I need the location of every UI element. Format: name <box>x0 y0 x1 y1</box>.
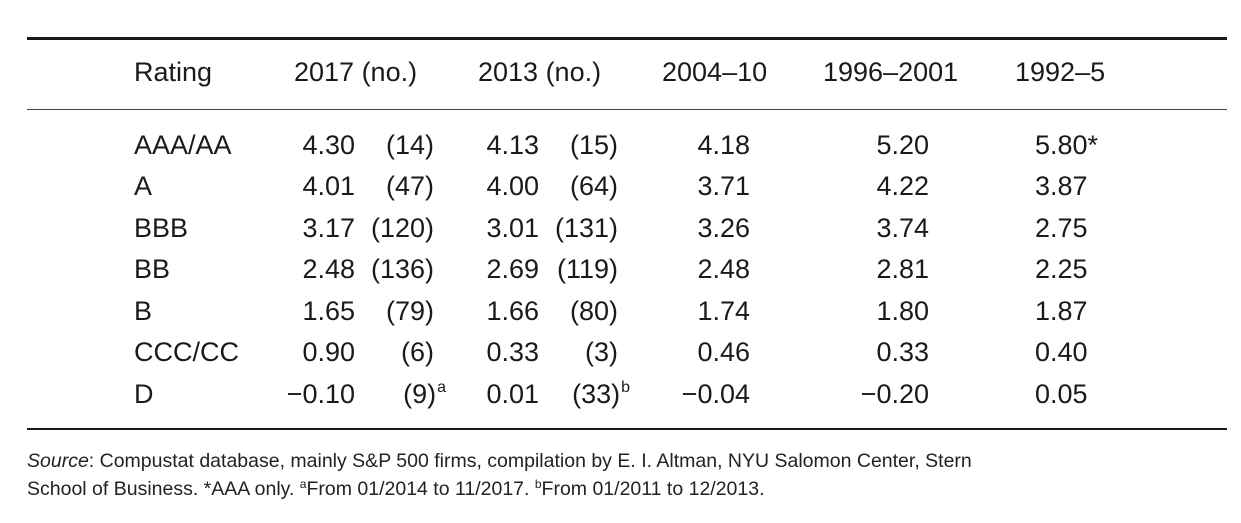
cell-text: (9) <box>403 379 437 409</box>
count-2013-cell: (80) <box>569 296 618 326</box>
source-line-2: School of Business. *AAA only. aFrom 01/… <box>27 475 1227 503</box>
header-rule <box>27 109 1227 110</box>
count-2013-cell: (15) <box>569 130 618 160</box>
table-top-rule <box>27 37 1227 40</box>
value-1996-2001-cell: −0.20 <box>860 379 929 409</box>
footnote-marker-a: a <box>299 477 307 491</box>
value-1996-2001-cell: 0.33 <box>876 337 929 367</box>
source-text-2c: From 01/2011 to 12/2013. <box>541 478 765 500</box>
value-1996-2001-cell: 1.80 <box>876 296 929 326</box>
value-2017-cell: 3.17 <box>302 213 355 243</box>
value-2013-cell: 3.01 <box>486 213 539 243</box>
header-rating: Rating <box>134 57 213 87</box>
count-2013-cell: (131) <box>554 213 618 243</box>
value-2004-10-cell: 2.48 <box>697 254 750 284</box>
count-2017-cell: (6) <box>401 337 434 367</box>
header-2004-10: 2004–10 <box>662 57 768 87</box>
header-1996-2001: 1996–2001 <box>823 57 959 87</box>
source-label: Source <box>27 450 89 472</box>
rating-cell: A <box>134 171 153 201</box>
value-1996-2001-cell: 5.20 <box>876 130 929 160</box>
header-2013: 2013 (no.) <box>478 57 602 87</box>
value-2004-10-cell: 1.74 <box>697 296 750 326</box>
footnote-marker: a <box>437 379 446 396</box>
value-1992-5-cell: 2.75 <box>1035 213 1088 243</box>
count-2017-cell: (120) <box>370 213 434 243</box>
count-2017-cell: (136) <box>370 254 434 284</box>
value-2013-cell: 0.01 <box>486 379 539 409</box>
value-2017-cell: −0.10 <box>286 379 355 409</box>
value-2004-10-cell: 3.26 <box>697 213 750 243</box>
rating-cell: B <box>134 296 153 326</box>
value-2004-10-cell: 0.46 <box>697 337 750 367</box>
value-1996-2001-cell: 3.74 <box>876 213 929 243</box>
count-2013-cell: (64) <box>569 171 618 201</box>
value-1992-5-cell: 3.87 <box>1035 171 1088 201</box>
value-2013-cell: 1.66 <box>486 296 539 326</box>
count-2013-cell: (33)b <box>430 379 630 409</box>
count-2017-cell: (47) <box>385 171 434 201</box>
value-2017-cell: 4.30 <box>302 130 355 160</box>
header-2017: 2017 (no.) <box>294 57 418 87</box>
value-1996-2001-cell: 4.22 <box>876 171 929 201</box>
value-2013-cell: 2.69 <box>486 254 539 284</box>
count-2013-cell: (3) <box>585 337 618 367</box>
value-2017-cell: 0.90 <box>302 337 355 367</box>
value-2004-10-cell: 3.71 <box>697 171 750 201</box>
value-2013-cell: 4.13 <box>486 130 539 160</box>
rating-cell: CCC/CC <box>134 337 239 367</box>
rating-cell: BB <box>134 254 171 284</box>
footnote-marker-b: b <box>534 477 542 491</box>
count-2017-cell: (79) <box>385 296 434 326</box>
header-1992-5: 1992–5 <box>1015 57 1106 87</box>
value-1992-5-cell: 0.05 <box>1035 379 1088 409</box>
value-2017-cell: 4.01 <box>302 171 355 201</box>
value-2017-cell: 2.48 <box>302 254 355 284</box>
value-2004-10-cell: −0.04 <box>681 379 750 409</box>
source-text-2b: From 01/2014 to 11/2017. <box>306 478 535 500</box>
value-1992-5-cell: 0.40 <box>1035 337 1088 367</box>
value-2013-cell: 0.33 <box>486 337 539 367</box>
count-2013-cell: (119) <box>556 254 618 284</box>
rating-cell: BBB <box>134 213 189 243</box>
table-bottom-rule <box>27 428 1227 430</box>
source-text-2a: School of Business. *AAA only. <box>27 478 300 500</box>
value-2013-cell: 4.00 <box>486 171 539 201</box>
source-line-1: Source: Compustat database, mainly S&P 5… <box>27 447 1227 475</box>
source-note: Source: Compustat database, mainly S&P 5… <box>27 447 1227 503</box>
value-1992-5-cell: 5.80* <box>1035 130 1099 160</box>
value-1992-5-cell: 1.87 <box>1035 296 1088 326</box>
value-1996-2001-cell: 2.81 <box>876 254 929 284</box>
count-2017-cell: (14) <box>385 130 434 160</box>
rating-cell: D <box>134 379 154 409</box>
cell-text: (33) <box>572 379 621 409</box>
rating-cell: AAA/AA <box>134 130 232 160</box>
value-2017-cell: 1.65 <box>302 296 355 326</box>
value-2004-10-cell: 4.18 <box>697 130 750 160</box>
value-1992-5-cell: 2.25 <box>1035 254 1088 284</box>
count-2017-cell: (9)a <box>246 379 446 409</box>
footnote-marker: b <box>621 379 630 396</box>
source-text: : Compustat database, mainly S&P 500 fir… <box>88 450 972 472</box>
